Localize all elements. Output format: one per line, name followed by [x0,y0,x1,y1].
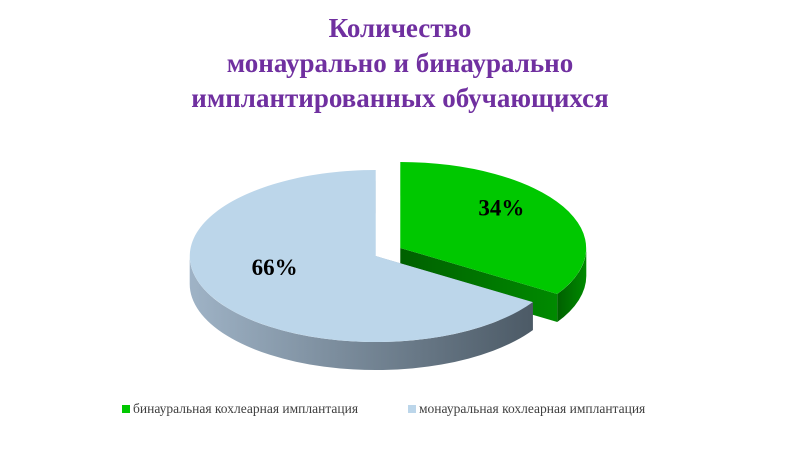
chart-title: имплантированных обучающихся [191,83,608,113]
slice-side [557,248,587,322]
pie-slice [400,162,587,294]
pie-slice [189,170,533,342]
value-label: 66% [252,255,298,280]
chart-title: монаурально и бинаурально [227,48,574,78]
chart-title: Количество [329,13,472,43]
slice-side [189,256,533,371]
legend-label: монауральная кохлеарная имплантация [419,401,645,416]
legend-swatch [122,405,130,413]
legend-label: бинауральная кохлеарная имплантация [133,401,358,416]
value-label: 34% [478,196,524,221]
legend-swatch [408,405,416,413]
